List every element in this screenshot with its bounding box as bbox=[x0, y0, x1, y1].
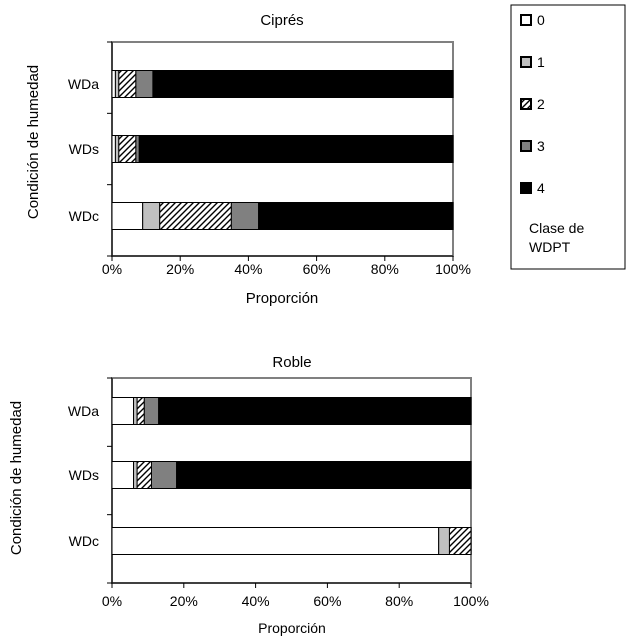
plot-area: 0% 20% 40% 60% 80% 100% WDa WDs WDc bbox=[68, 377, 489, 609]
y-tick-label: WDc bbox=[69, 208, 99, 224]
y-tick-label: WDa bbox=[68, 403, 99, 419]
x-tick-label: 100% bbox=[435, 261, 471, 277]
legend-label-1: 1 bbox=[537, 54, 545, 70]
bar-segment-class-1-wdc bbox=[142, 202, 161, 230]
bar-segment-class-4-wdc bbox=[258, 202, 454, 230]
x-tick-label: 20% bbox=[166, 261, 194, 277]
x-tick-label: 100% bbox=[453, 593, 489, 609]
y-axis-label: Condición de humedad bbox=[8, 401, 25, 555]
bar-segment-class-2-wda bbox=[118, 70, 137, 98]
bar-segment-class-3-wds bbox=[150, 461, 178, 489]
y-tick-label: WDa bbox=[68, 76, 99, 92]
bar-segment-class-4-wda bbox=[158, 397, 472, 425]
y-tick-label: WDc bbox=[69, 533, 99, 549]
bar-segment-class-1-wds bbox=[133, 461, 138, 489]
legend-swatch-1 bbox=[520, 56, 532, 68]
legend-swatch-0 bbox=[520, 14, 532, 26]
x-tick-label: 60% bbox=[313, 593, 341, 609]
bar-segment-class-2-wda bbox=[136, 397, 145, 425]
bar-segment-class-0-wdc bbox=[111, 527, 440, 555]
y-tick-label: WDs bbox=[69, 141, 99, 157]
bar-segment-class-3-wda bbox=[135, 70, 154, 98]
chart-cipres: Ciprés Condición de humedad 0% 20% 40% 60% 8… bbox=[25, 12, 471, 307]
bar-segment-class-0-wds bbox=[111, 135, 116, 163]
x-tick-label: 0% bbox=[102, 593, 122, 609]
y-axis-label-text: Condición de humedad bbox=[8, 401, 25, 555]
y-axis-label: Condición de humedad bbox=[25, 65, 42, 219]
bar-segment-class-2-wds bbox=[118, 135, 137, 163]
bar-segment-class-2-wdc bbox=[448, 527, 472, 555]
legend-swatch-3 bbox=[520, 140, 532, 152]
legend-swatch-2 bbox=[520, 98, 532, 110]
bar-segment-class-0-wda bbox=[111, 70, 116, 98]
bar-segment-class-1-wda bbox=[114, 70, 120, 98]
plot-area: 0% 20% 40% 60% 80% 100% WDa WDs WDc bbox=[68, 41, 471, 277]
bar-segment-class-2-wds bbox=[136, 461, 152, 489]
legend-title-line-1: Clase de bbox=[529, 220, 584, 236]
bar-segment-class-0-wda bbox=[111, 397, 135, 425]
bar-segment-class-0-wdc bbox=[111, 202, 144, 230]
bar-segment-class-3-wda bbox=[143, 397, 160, 425]
bar-segment-class-1-wds bbox=[114, 135, 120, 163]
bar-segment-class-1-wdc bbox=[438, 527, 450, 555]
x-tick-label: 40% bbox=[242, 593, 270, 609]
x-axis-label: Proporción bbox=[258, 620, 326, 636]
bar-segment-class-3-wdc bbox=[230, 202, 260, 230]
legend-swatch-4 bbox=[520, 182, 532, 194]
x-tick-label: 80% bbox=[371, 261, 399, 277]
legend-frame bbox=[510, 4, 626, 270]
chart-roble: Roble Condición de humedad 0% 20% 40% 60% 80… bbox=[8, 354, 489, 636]
x-axis-label: Proporción bbox=[246, 290, 319, 307]
bar-segment-class-4-wds bbox=[176, 461, 472, 489]
bar-segment-class-2-wdc bbox=[159, 202, 232, 230]
x-tick-label: 40% bbox=[234, 261, 262, 277]
y-axis-label-text: Condición de humedad bbox=[25, 65, 42, 219]
y-tick-label: WDs bbox=[69, 467, 99, 483]
legend-label-3: 3 bbox=[537, 138, 545, 154]
bar-segment-class-4-wda bbox=[152, 70, 454, 98]
chart-title: Roble bbox=[272, 354, 311, 371]
legend: 0 1 2 3 4 Clase de WDPT bbox=[510, 4, 626, 270]
legend-label-2: 2 bbox=[537, 96, 545, 112]
bar-segment-class-0-wds bbox=[111, 461, 135, 489]
bar-segment-class-1-wda bbox=[133, 397, 138, 425]
legend-title-line-2: WDPT bbox=[529, 239, 571, 255]
legend-label-4: 4 bbox=[537, 180, 545, 196]
bar-segment-class-3-wds bbox=[135, 135, 140, 163]
x-tick-label: 20% bbox=[170, 593, 198, 609]
legend-label-0: 0 bbox=[537, 12, 545, 28]
x-tick-label: 80% bbox=[385, 593, 413, 609]
x-tick-label: 60% bbox=[303, 261, 331, 277]
bar-segment-class-4-wds bbox=[138, 135, 454, 163]
chart-title: Ciprés bbox=[260, 12, 303, 29]
x-tick-label: 0% bbox=[102, 261, 122, 277]
